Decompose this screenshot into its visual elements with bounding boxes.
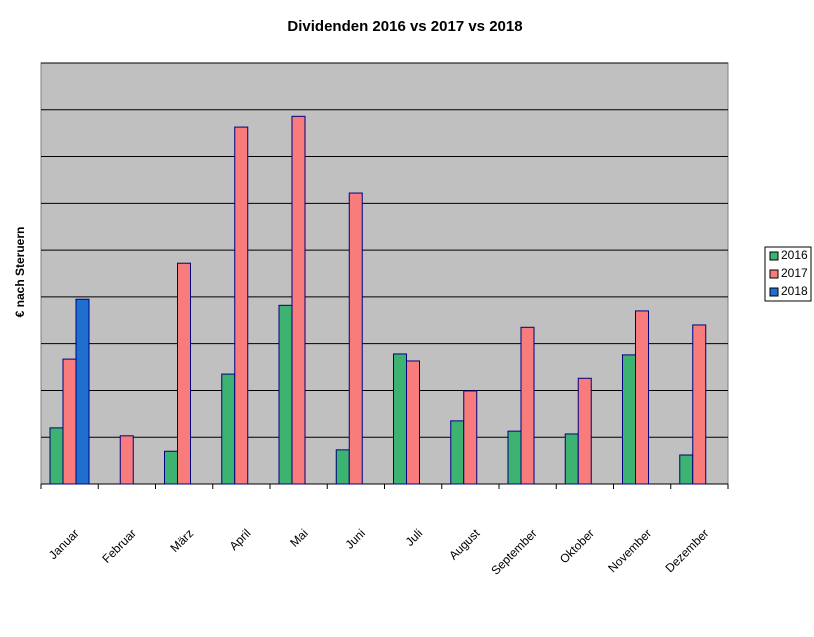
bar <box>119 435 134 485</box>
bar <box>278 304 293 485</box>
bar <box>393 353 407 485</box>
x-tick-label: Februar <box>99 526 139 566</box>
bar <box>348 192 363 485</box>
x-tick-label: August <box>446 526 483 563</box>
bar <box>335 449 350 485</box>
x-tick-label: Juli <box>403 526 426 549</box>
bar <box>164 450 178 485</box>
bar <box>463 390 478 485</box>
bar <box>291 115 306 485</box>
bar <box>234 126 249 485</box>
x-tick-label: Mai <box>287 526 311 550</box>
legend-swatch <box>769 269 779 279</box>
bar <box>564 433 579 485</box>
legend-label: 2018 <box>781 284 808 298</box>
bar <box>62 358 77 485</box>
legend-label: 2017 <box>781 266 808 280</box>
bar <box>622 354 636 485</box>
bar <box>49 427 64 485</box>
y-axis-label: € nach Steruern <box>13 227 27 318</box>
x-tick-label: März <box>167 526 196 555</box>
x-tick-label: Januar <box>46 526 82 562</box>
legend-swatch <box>769 251 779 261</box>
chart-title: Dividenden 2016 vs 2017 vs 2018 <box>287 18 522 35</box>
bar <box>450 420 465 485</box>
legend-swatch <box>769 287 779 297</box>
legend-label: 2016 <box>781 248 808 262</box>
x-tick-label: September <box>488 526 539 577</box>
bar <box>635 310 649 485</box>
bar <box>177 262 191 485</box>
x-tick-label: November <box>605 526 654 575</box>
bar <box>520 326 535 485</box>
x-tick-label: Juni <box>343 526 368 551</box>
bar <box>221 373 236 485</box>
bar <box>679 454 694 485</box>
bar <box>692 324 707 485</box>
bar <box>507 430 522 485</box>
x-tick-label: Oktober <box>557 526 597 566</box>
x-tick-label: Dezember <box>662 526 711 575</box>
plot-area <box>40 62 729 485</box>
bar <box>406 360 420 485</box>
bar <box>577 377 592 485</box>
bar <box>75 298 90 485</box>
x-tick-label: April <box>227 526 254 553</box>
